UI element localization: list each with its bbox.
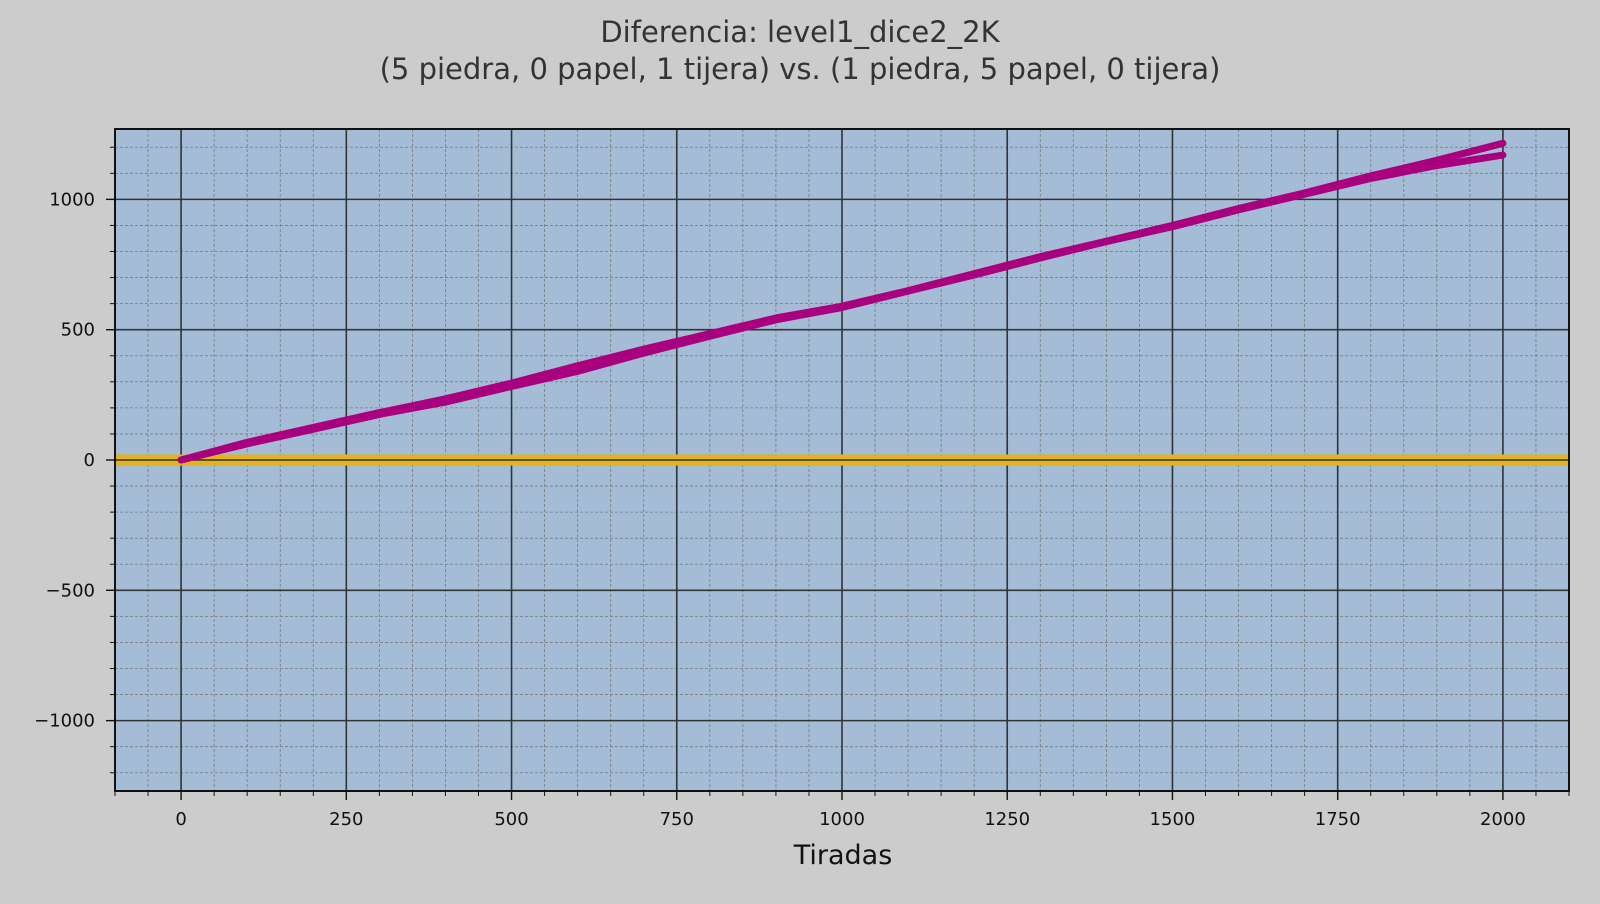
y-tick-label: 500 (61, 320, 95, 341)
x-tick-label: 500 (494, 809, 528, 830)
x-tick-label: 2000 (1480, 809, 1526, 830)
y-tick-label: 1000 (49, 189, 95, 210)
x-tick-label: 750 (660, 809, 694, 830)
axis-ticks (106, 146, 1570, 800)
x-tick-label: 1000 (819, 809, 865, 830)
series-layer (177, 139, 1507, 464)
y-axis-tick-labels: −1000 −500 0 500 1000 (34, 189, 95, 731)
y-tick-label: 0 (84, 450, 95, 471)
x-tick-label: 250 (329, 809, 363, 830)
x-axis-label: Tiradas (793, 840, 893, 871)
series-line-2 (177, 151, 1507, 464)
x-tick-label: 1750 (1315, 809, 1361, 830)
chart-title: Diferencia: level1_dice2_2K (600, 15, 1000, 49)
chart-subtitle: (5 piedra, 0 papel, 1 tijera) vs. (1 pie… (380, 52, 1221, 86)
x-tick-label: 1500 (1150, 809, 1196, 830)
y-tick-label: −500 (46, 580, 95, 601)
x-tick-label: 1250 (984, 809, 1030, 830)
x-axis-tick-labels: 0 250 500 750 1000 1250 1500 1750 2000 (175, 809, 1525, 830)
y-tick-label: −1000 (34, 711, 95, 732)
x-tick-label: 0 (175, 809, 186, 830)
